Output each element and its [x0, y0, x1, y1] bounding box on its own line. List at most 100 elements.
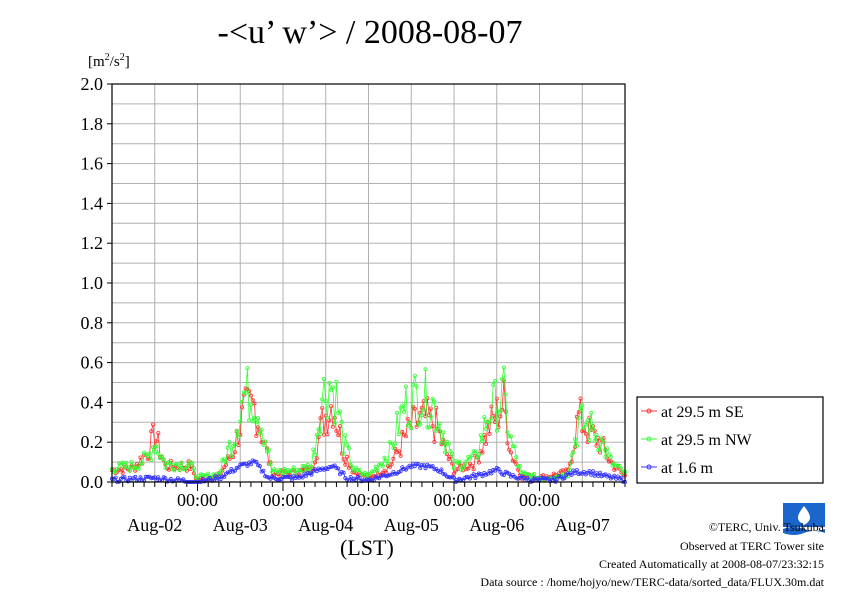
data-point: [391, 456, 396, 461]
data-point: [113, 475, 118, 480]
data-point: [491, 382, 496, 387]
data-point: [569, 459, 574, 464]
data-point: [341, 457, 346, 462]
data-point: [252, 415, 257, 420]
x-axis-label: (LST): [340, 535, 394, 560]
y-tick-label: 1.2: [81, 233, 104, 253]
data-point: [348, 462, 353, 467]
data-point: [514, 476, 519, 481]
data-point: [455, 466, 460, 471]
data-point: [451, 471, 456, 476]
data-point: [291, 465, 296, 470]
data-point: [430, 464, 435, 469]
data-point: [467, 456, 472, 461]
data-point: [423, 466, 428, 471]
data-point: [161, 457, 166, 462]
data-point: [466, 466, 471, 471]
data-point: [526, 473, 531, 478]
data-point: [282, 466, 287, 471]
data-point: [362, 470, 367, 475]
data-point: [467, 476, 472, 481]
data-point: [150, 422, 155, 427]
x-date-label: Aug-04: [298, 515, 353, 535]
data-point: [220, 474, 225, 479]
data-point: [232, 442, 237, 447]
data-point: [583, 431, 588, 436]
data-point: [405, 423, 410, 428]
data-point: [252, 459, 257, 464]
data-point: [202, 473, 207, 478]
data-point: [489, 416, 494, 421]
data-point: [599, 436, 604, 441]
data-point: [576, 415, 581, 420]
data-point: [302, 464, 307, 469]
data-point: [439, 467, 444, 472]
data-point: [345, 443, 350, 448]
data-point: [243, 391, 248, 396]
data-point: [343, 462, 348, 467]
data-point: [460, 468, 465, 473]
data-point: [284, 470, 289, 475]
data-point: [428, 464, 433, 469]
y-axis-unit: [m2/s2]: [88, 52, 130, 70]
data-point: [418, 465, 423, 470]
data-point: [207, 475, 212, 480]
data-point: [382, 455, 387, 460]
data-point: [199, 472, 204, 477]
data-point: [320, 397, 325, 402]
data-point: [266, 447, 271, 452]
data-point: [329, 388, 334, 393]
data-point: [309, 472, 314, 477]
y-tick-label: 2.0: [81, 74, 104, 94]
y-tick-label: 0.8: [81, 313, 104, 333]
data-point: [607, 473, 612, 478]
data-point: [607, 459, 612, 464]
data-point: [227, 470, 232, 475]
data-point: [218, 469, 223, 474]
data-point: [200, 476, 205, 481]
data-point: [330, 464, 335, 469]
data-point: [191, 471, 196, 476]
data-point: [450, 451, 455, 456]
data-point: [409, 465, 414, 470]
data-point: [156, 430, 161, 435]
data-point: [263, 474, 268, 479]
data-point: [300, 475, 305, 480]
data-point: [313, 452, 318, 457]
data-point: [489, 404, 494, 409]
data-point: [510, 444, 515, 449]
data-point: [532, 471, 537, 476]
data-point: [336, 433, 341, 438]
data-point: [256, 416, 261, 421]
data-point: [330, 385, 335, 390]
data-point: [551, 475, 556, 480]
data-point: [163, 465, 168, 470]
data-point: [145, 456, 150, 461]
data-point: [325, 415, 330, 420]
data-point: [598, 470, 603, 475]
data-point: [437, 429, 442, 434]
data-point: [508, 434, 513, 439]
data-point: [598, 447, 603, 452]
data-point: [384, 458, 389, 463]
data-point: [590, 427, 595, 432]
y-tick-label: 1.8: [81, 114, 104, 134]
data-point: [412, 406, 417, 411]
data-point: [569, 472, 574, 477]
data-point: [127, 468, 132, 473]
data-point: [370, 469, 375, 474]
data-point: [250, 419, 255, 424]
data-point: [300, 463, 305, 468]
data-point: [585, 418, 590, 423]
data-point: [337, 409, 342, 414]
data-point: [149, 429, 154, 434]
data-point: [498, 414, 503, 419]
data-point: [446, 442, 451, 447]
data-point: [375, 468, 380, 473]
data-point: [505, 441, 510, 446]
data-point: [530, 479, 535, 484]
data-point: [318, 416, 323, 421]
data-point: [403, 434, 408, 439]
data-point: [432, 439, 437, 444]
